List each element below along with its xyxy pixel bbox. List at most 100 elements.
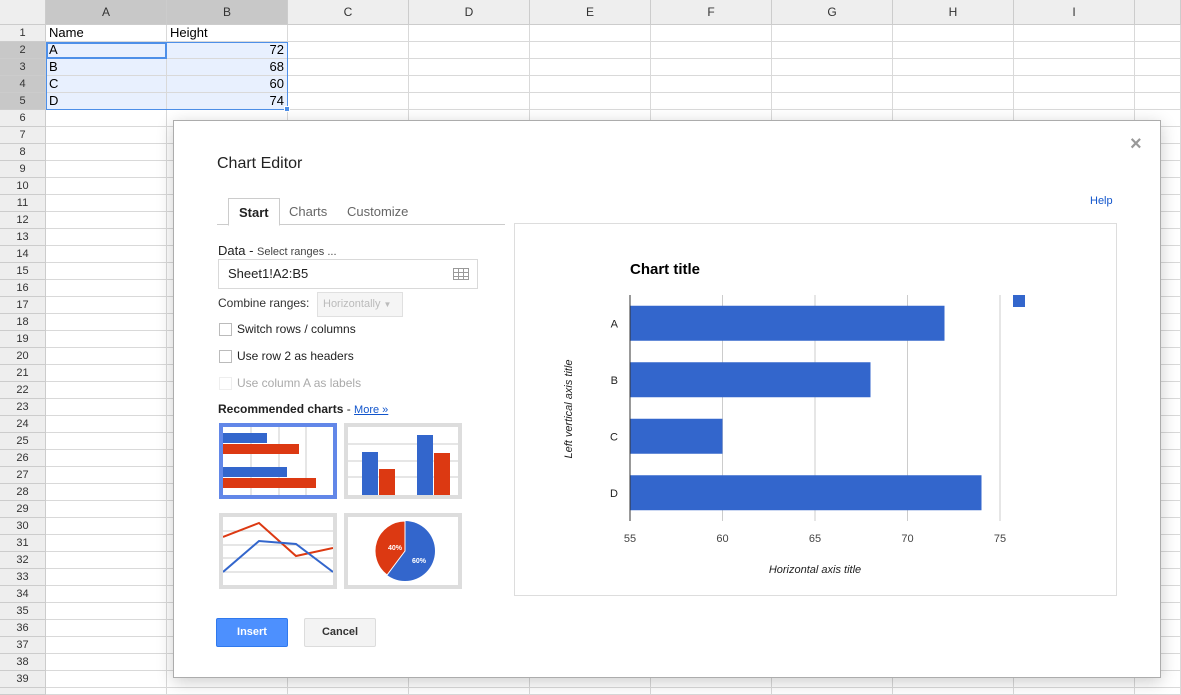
cell[interactable] [46,399,167,416]
cell[interactable]: 74 [167,93,288,110]
row-header-34[interactable]: 34 [0,586,46,603]
cell[interactable] [409,671,530,688]
cell[interactable] [772,59,893,76]
cell[interactable] [1135,59,1181,76]
column-header-B[interactable]: B [167,0,288,25]
cancel-button[interactable]: Cancel [304,618,376,647]
cell[interactable] [46,433,167,450]
cell[interactable] [409,688,530,695]
row-header-25[interactable]: 25 [0,433,46,450]
cell[interactable] [651,42,772,59]
cell[interactable] [651,93,772,110]
cell[interactable] [1135,76,1181,93]
cell[interactable] [46,348,167,365]
row-header-4[interactable]: 4 [0,76,46,93]
row-header-2[interactable]: 2 [0,42,46,59]
row-header-30[interactable]: 30 [0,518,46,535]
cell[interactable] [46,552,167,569]
cell[interactable] [46,671,167,688]
checkbox-icon[interactable] [219,323,232,337]
cell[interactable] [1014,76,1135,93]
cell[interactable] [46,518,167,535]
cell[interactable] [409,76,530,93]
row-header-40[interactable] [0,688,46,695]
row-header-29[interactable]: 29 [0,501,46,518]
row-header-6[interactable]: 6 [0,110,46,127]
cell[interactable] [1014,93,1135,110]
row-header-3[interactable]: 3 [0,59,46,76]
cell[interactable] [46,331,167,348]
cell[interactable] [46,229,167,246]
cell[interactable] [772,671,893,688]
bar-B[interactable] [630,362,871,398]
cell[interactable] [46,620,167,637]
cell[interactable] [530,59,651,76]
cell[interactable] [46,501,167,518]
cell[interactable] [1135,93,1181,110]
row-header-32[interactable]: 32 [0,552,46,569]
row-headers-checkbox[interactable]: Use row 2 as headers [219,349,354,364]
cell[interactable] [46,535,167,552]
cell[interactable] [288,688,409,695]
row-header-13[interactable]: 13 [0,229,46,246]
cell[interactable] [893,76,1014,93]
cell[interactable] [772,688,893,695]
cell[interactable] [288,671,409,688]
cell[interactable] [1135,42,1181,59]
cell[interactable] [772,93,893,110]
column-header-G[interactable]: G [772,0,893,25]
cell[interactable] [46,246,167,263]
cell[interactable] [46,263,167,280]
cell[interactable] [46,382,167,399]
cell[interactable] [893,42,1014,59]
row-header-8[interactable]: 8 [0,144,46,161]
cell[interactable] [46,416,167,433]
row-header-33[interactable]: 33 [0,569,46,586]
cell[interactable] [893,25,1014,42]
cell[interactable] [530,76,651,93]
cell[interactable] [1014,42,1135,59]
insert-button[interactable]: Insert [216,618,288,647]
row-header-24[interactable]: 24 [0,416,46,433]
row-header-36[interactable]: 36 [0,620,46,637]
help-link[interactable]: Help [1090,195,1113,207]
cell[interactable] [46,144,167,161]
cell[interactable] [1014,59,1135,76]
cell[interactable] [288,93,409,110]
tab-charts[interactable]: Charts [289,204,328,219]
cell[interactable] [409,42,530,59]
column-header-A[interactable]: A [46,0,167,25]
cell[interactable] [651,25,772,42]
row-header-19[interactable]: 19 [0,331,46,348]
cell[interactable] [772,42,893,59]
cell[interactable] [46,365,167,382]
row-header-23[interactable]: 23 [0,399,46,416]
cell[interactable] [46,569,167,586]
cell[interactable] [288,42,409,59]
fill-handle[interactable] [284,106,290,112]
column-header-D[interactable]: D [409,0,530,25]
cell[interactable] [772,25,893,42]
row-header-39[interactable]: 39 [0,671,46,688]
cell[interactable] [167,671,288,688]
cell[interactable]: C [46,76,167,93]
cell[interactable] [530,688,651,695]
row-header-26[interactable]: 26 [0,450,46,467]
row-header-15[interactable]: 15 [0,263,46,280]
cell[interactable] [46,637,167,654]
line-chart-thumbnail[interactable] [219,513,337,589]
switch-rows-checkbox[interactable]: Switch rows / columns [219,322,356,337]
cell[interactable] [46,467,167,484]
cell[interactable] [46,178,167,195]
cell[interactable] [46,654,167,671]
row-header-22[interactable]: 22 [0,382,46,399]
bar-D[interactable] [630,475,982,511]
cell[interactable]: D [46,93,167,110]
cell[interactable] [651,688,772,695]
select-all-corner[interactable] [0,0,46,25]
row-header-38[interactable]: 38 [0,654,46,671]
row-header-18[interactable]: 18 [0,314,46,331]
cell[interactable] [651,671,772,688]
row-header-16[interactable]: 16 [0,280,46,297]
row-header-7[interactable]: 7 [0,127,46,144]
